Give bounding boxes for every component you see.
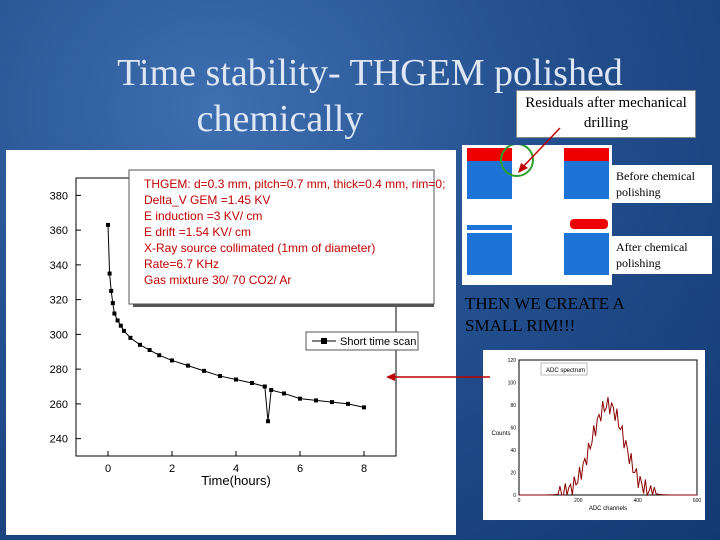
y-tick-label: 300 — [50, 329, 68, 341]
x-tick-label: 6 — [297, 463, 303, 475]
adc-x-tick: 400 — [633, 498, 642, 504]
hole-diagram-svg — [462, 143, 612, 285]
adc-y-tick: 100 — [508, 381, 517, 387]
before-label: Before chemical polishing — [612, 165, 712, 203]
x-tick-label: 4 — [233, 463, 239, 475]
adc-x-tick: 0 — [518, 498, 521, 504]
adc-y-tick: 20 — [510, 471, 516, 477]
y-tick-label: 340 — [50, 260, 68, 272]
title-line-2: chemically — [196, 98, 364, 140]
adc-x-tick: 200 — [574, 498, 583, 504]
slide-title: Time stability- THGEM polished chemicall… — [60, 50, 680, 142]
y-tick-label: 380 — [50, 190, 68, 202]
svg-text:THGEM: d=0.3 mm, pitch=0.7 mm,: THGEM: d=0.3 mm, pitch=0.7 mm, thick=0.4… — [144, 177, 445, 287]
annotation-line: X-Ray source collimated (1mm of diameter… — [144, 241, 375, 255]
y-tick-label: 320 — [50, 295, 68, 307]
annotation-line: Gas mixture 30/ 70 CO2/ Ar — [144, 273, 291, 287]
y-tick-label: 360 — [50, 225, 68, 237]
after-label: After chemical polishing — [612, 236, 712, 274]
x-axis-label: Time(hours) — [201, 473, 271, 488]
y-tick-label: 280 — [50, 364, 68, 376]
stability-chart-panel: 240 260 280 300 320 340 360 380 0 2 4 6 8 THGEM: d=… — [6, 150, 456, 535]
stability-chart: 240 260 280 300 320 340 360 380 0 2 4 6 8 THGEM: d=… — [50, 169, 445, 488]
annotation-line: E drift =1.54 KV/ cm — [144, 225, 251, 239]
adc-legend: ADC spectrum — [546, 368, 585, 374]
adc-x-label: ADC channels — [589, 506, 627, 512]
adc-y-tick: 80 — [510, 403, 516, 409]
x-tick-label: 8 — [361, 463, 367, 475]
annotation-line: Rate=6.7 KHz — [144, 257, 219, 271]
adc-y-tick: 60 — [510, 426, 516, 432]
adc-y-tick: 0 — [513, 493, 516, 499]
hole-diagram-before — [462, 143, 612, 285]
residuals-label: Residuals after mechanical drilling — [516, 90, 696, 138]
y-tick-label: 240 — [50, 434, 68, 446]
adc-y-tick: 40 — [510, 448, 516, 454]
x-tick-label: 2 — [169, 463, 175, 475]
y-tick-label: 260 — [50, 399, 68, 411]
series-line — [107, 224, 365, 422]
annotation-line: THGEM: d=0.3 mm, pitch=0.7 mm, thick=0.4… — [144, 177, 445, 191]
x-tick-label: 0 — [105, 463, 111, 475]
adc-x-tick: 600 — [693, 498, 702, 504]
rim-note: THEN WE CREATE A SMALL RIM!!! — [465, 294, 624, 335]
legend-label: Short time scan — [340, 336, 416, 348]
annotation-line: E induction =3 KV/ cm — [144, 209, 262, 223]
adc-spectrum-panel: 0 20 40 60 80 100 120 0 200 400 600 ADC spectrum … — [483, 350, 705, 520]
title-line-1: Time stability- THGEM polished — [117, 52, 623, 94]
annotation-line: Delta_V GEM =1.45 KV — [144, 193, 270, 207]
adc-y-label: Counts — [491, 431, 510, 437]
adc-y-tick: 120 — [508, 358, 517, 364]
